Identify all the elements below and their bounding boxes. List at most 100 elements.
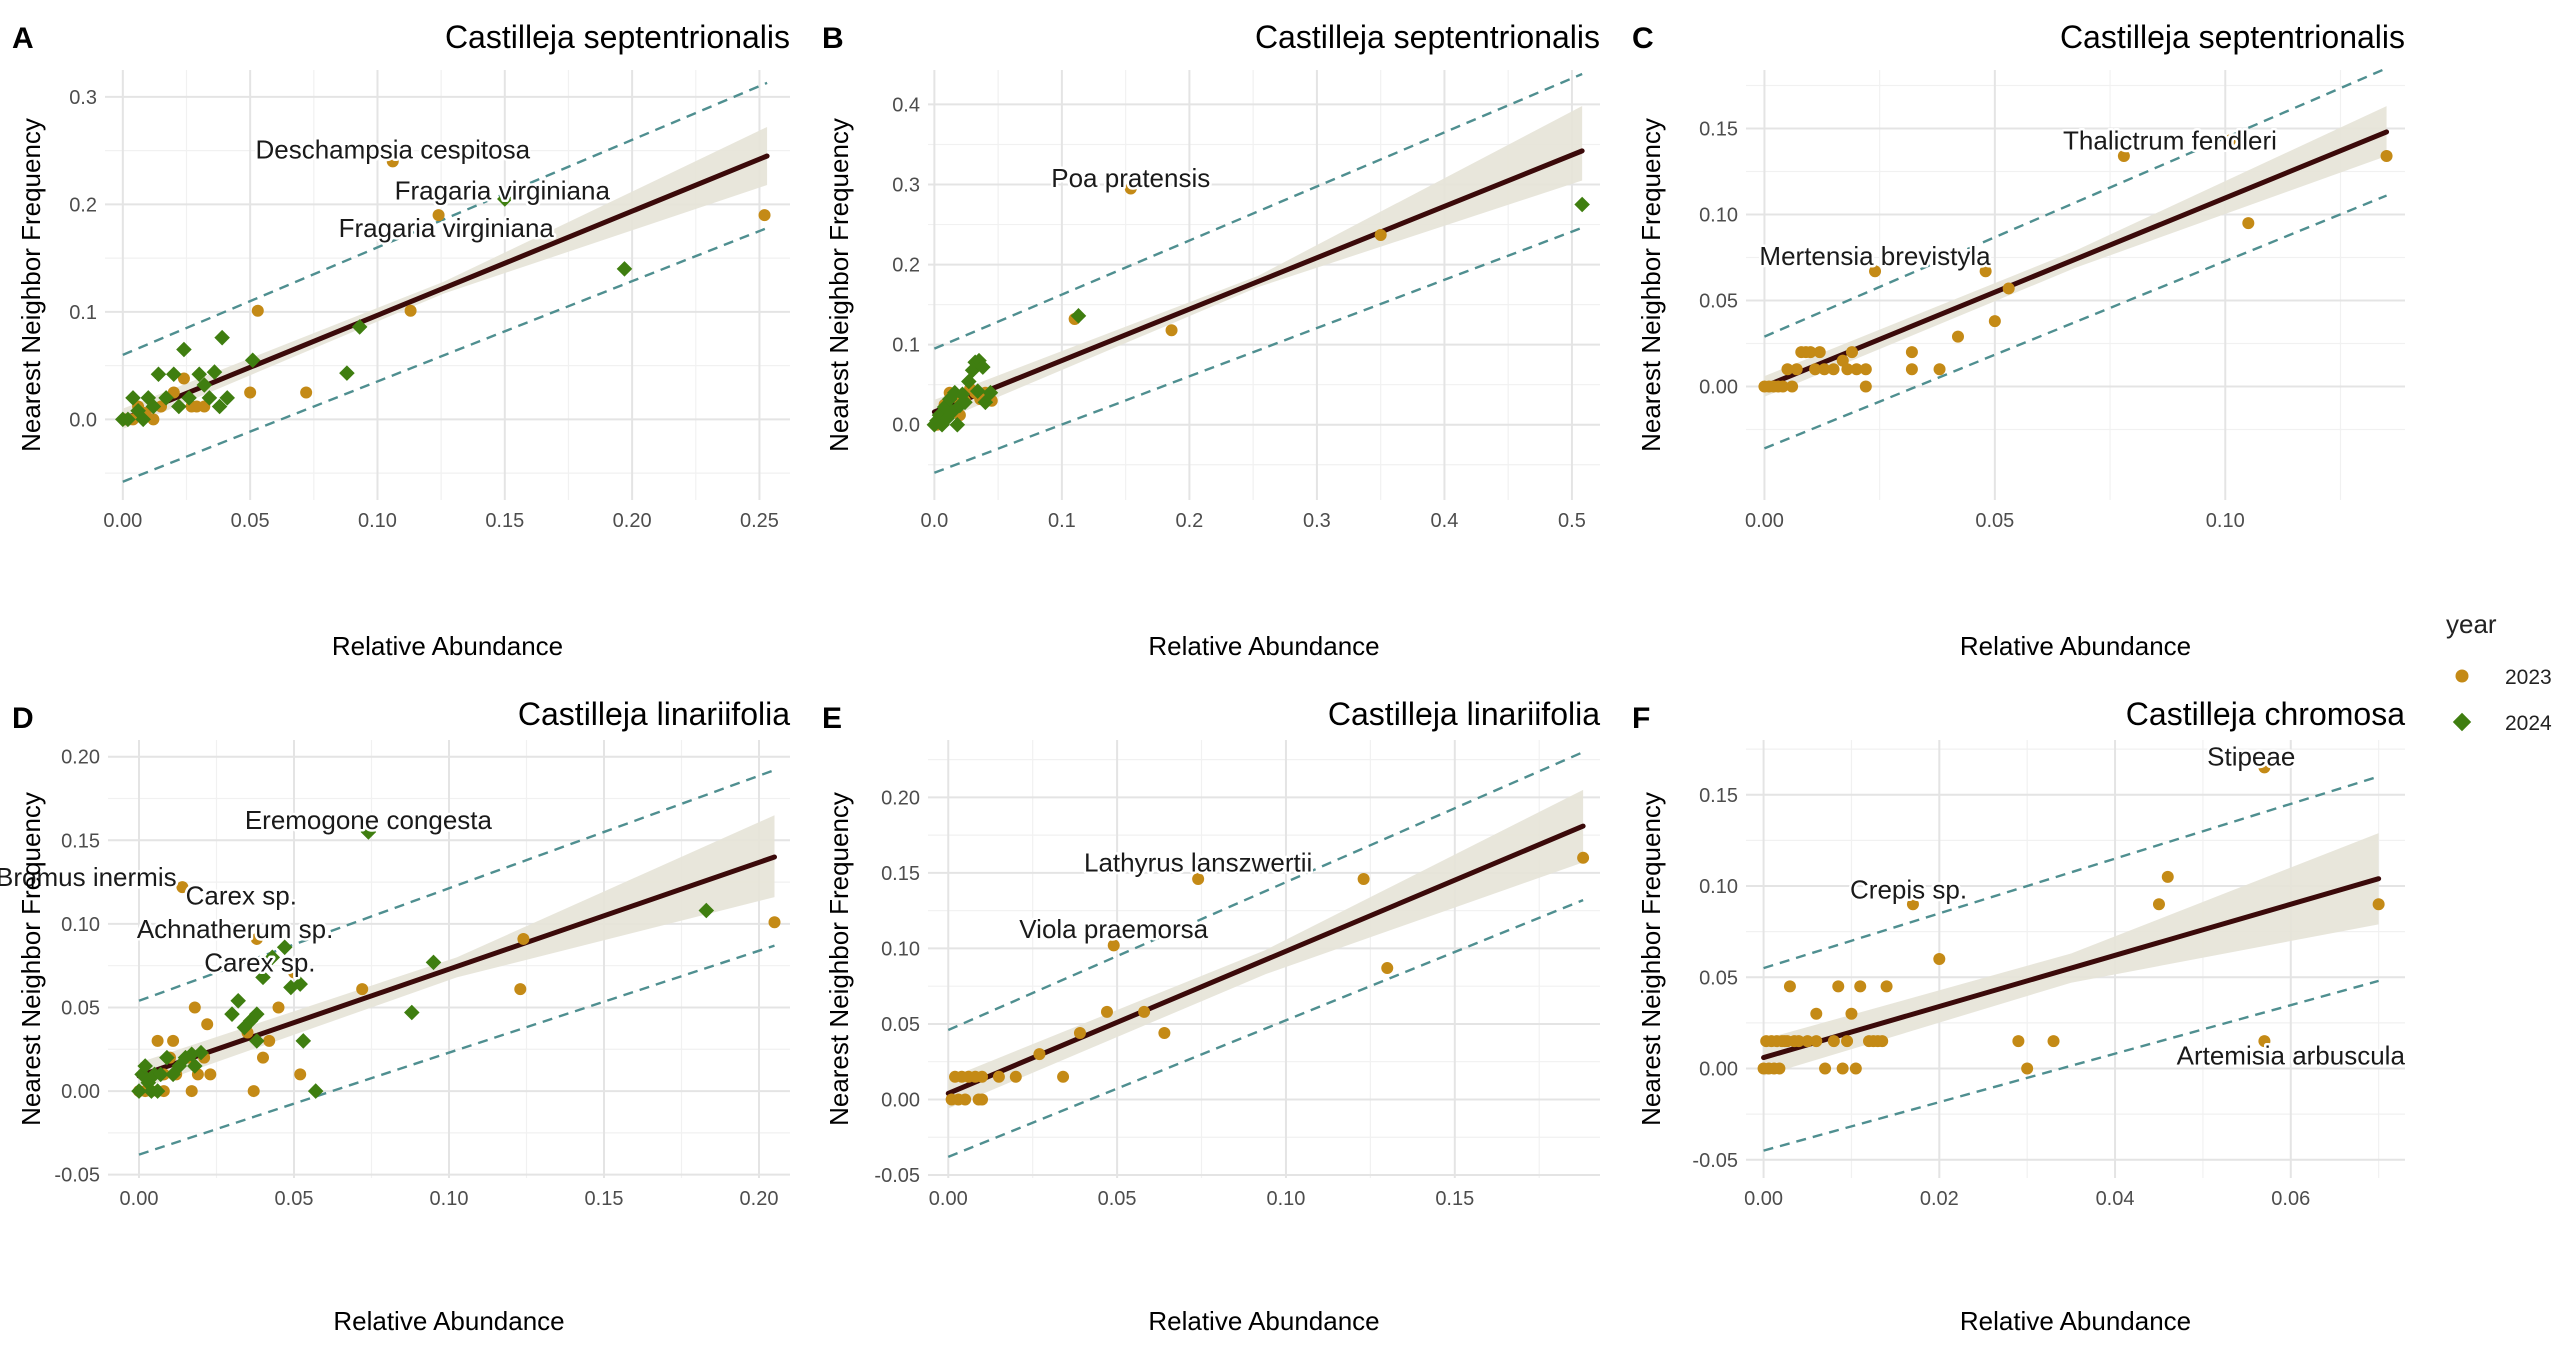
y-tick-label: 0.15: [1699, 785, 1738, 807]
point-2023: [1827, 363, 1840, 376]
point-2024: [307, 1083, 324, 1099]
legend-label-2024: 2024: [2505, 712, 2552, 735]
x-tick-label: 0.06: [2271, 1188, 2310, 1210]
y-tick-label: 0.2: [892, 255, 920, 277]
point-2023: [1783, 980, 1796, 993]
point-2024: [196, 377, 213, 393]
prediction-lower: [947, 898, 1584, 1158]
point-2023: [244, 386, 257, 399]
point-2023: [2372, 898, 2385, 911]
x-tick-label: 0.3: [1303, 510, 1331, 532]
point-2024: [187, 1058, 203, 1074]
point-2023: [250, 932, 263, 945]
prediction-lower: [1763, 979, 2379, 1152]
panel-title: Castilleja septentrionalis: [2060, 19, 2405, 55]
point-2023: [1810, 1035, 1823, 1048]
point-2023: [1933, 363, 1946, 376]
y-tick-label: 0.10: [881, 938, 920, 960]
annotation-label: Carex sp.: [186, 880, 297, 910]
panel-c: 0.00 0.05 0.10 0.00 0.05 0.10 0.15 Thalictrum f…: [1632, 19, 2405, 661]
x-tick-label: 0.4: [1431, 510, 1459, 532]
panel-e: 0.00 0.05 0.10 0.15 -0.05 0.00 0.05 0.10 0.15 0.2…: [822, 696, 1600, 1336]
point-2023: [1165, 324, 1178, 337]
point-2024: [230, 993, 246, 1009]
point-2024: [158, 390, 174, 406]
point-2023: [2012, 1035, 2025, 1048]
y-tick-label: -0.05: [874, 1165, 920, 1187]
point-2024: [159, 1049, 175, 1066]
y-tick-label: 0.00: [881, 1089, 920, 1111]
point-2024: [165, 366, 182, 383]
legend: year 2023 2024: [2446, 609, 2552, 735]
point-2023: [1357, 872, 1370, 885]
point-2023: [247, 1085, 260, 1098]
y-tick-label: 0.20: [881, 787, 920, 809]
point-2023: [2002, 282, 2015, 295]
point-2023: [204, 1068, 217, 1081]
point-2024: [137, 1058, 153, 1074]
panel-letter: D: [12, 702, 34, 735]
x-tick-label: 0.0: [920, 510, 948, 532]
point-2023: [768, 916, 781, 929]
point-2023: [2223, 134, 2236, 147]
panel-b: 0.0 0.1 0.2 0.3 0.4 0.5 0.0 0.1 0.2 0.3 0.4 Poa pra…: [822, 19, 1600, 661]
annotation-label: Crepis sp.: [1850, 875, 1967, 905]
y-tick-label: 0.3: [69, 87, 97, 109]
point-2023: [1813, 346, 1826, 359]
panel-letter: B: [822, 22, 844, 55]
legend-key-2024: [2452, 712, 2472, 732]
annotation-label: Deschampsia cespitosa: [255, 135, 530, 165]
point-2023: [1845, 1007, 1858, 1020]
point-2023: [758, 209, 771, 222]
prediction-upper: [122, 81, 768, 356]
y-tick-label: 0.05: [1699, 967, 1738, 989]
point-2023: [1577, 851, 1590, 864]
point-2023: [177, 372, 190, 385]
annotation-label: Stipeae: [2207, 741, 2295, 771]
annotation-label: Achnatherum sp.: [137, 914, 334, 944]
fit-line: [1761, 876, 2382, 1061]
legend-label-2023: 2023: [2505, 666, 2552, 689]
point-2024: [219, 390, 236, 406]
panel-letter: E: [822, 702, 842, 735]
annotation-label: Bromus inermis: [0, 862, 177, 892]
point-2024: [224, 1006, 240, 1022]
point-2023: [1809, 363, 1822, 376]
point-2023: [167, 1034, 180, 1047]
point-2023: [1786, 380, 1799, 393]
x-tick-label: 0.10: [1266, 1188, 1305, 1210]
point-2023: [1776, 380, 1789, 393]
point-2023: [1859, 380, 1872, 393]
x-tick-label: 0.10: [430, 1188, 469, 1210]
point-2023: [432, 209, 445, 222]
annotation-label: Viola praemorsa: [1019, 914, 1208, 944]
point-2024: [149, 1083, 166, 1099]
x-tick-label: 0.05: [1975, 510, 2014, 532]
point-2023: [1880, 980, 1893, 993]
point-2023: [2161, 870, 2174, 883]
x-tick-label: 0.1: [1048, 510, 1076, 532]
point-2023: [1850, 363, 1863, 376]
point-2024: [339, 365, 355, 381]
point-2023: [2152, 898, 2165, 911]
point-2024: [135, 411, 151, 428]
point-2023: [1951, 330, 1964, 343]
panel-d: 0.00 0.05 0.10 0.15 0.20 -0.05 0.00 0.05 0.10 0.1…: [0, 696, 790, 1336]
y-tick-label: 0.05: [881, 1014, 920, 1036]
x-tick-label: 0.20: [740, 1188, 779, 1210]
point-2023: [2021, 1062, 2034, 1075]
y-axis-label: Nearest Neighbor Frequency: [1636, 792, 1666, 1126]
point-2024: [1574, 196, 1590, 213]
x-tick-label: 0.00: [929, 1188, 968, 1210]
point-2023: [2242, 217, 2255, 230]
point-2023: [2258, 1035, 2271, 1048]
prediction-upper: [947, 750, 1584, 1032]
y-tick-label: 0.0: [69, 409, 97, 431]
point-2023: [2047, 1035, 2060, 1048]
point-2023: [1854, 980, 1867, 993]
x-tick-label: 0.15: [585, 1188, 624, 1210]
point-2024: [295, 1033, 312, 1049]
point-2024: [171, 398, 187, 415]
point-2023: [976, 1093, 989, 1106]
y-tick-label: 0.15: [881, 863, 920, 885]
